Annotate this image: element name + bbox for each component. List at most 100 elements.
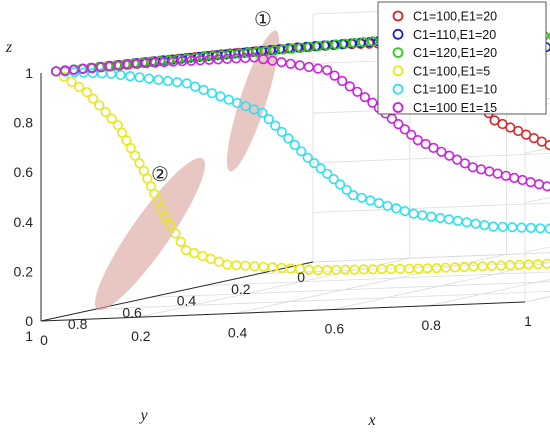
z-tick-label: 1 xyxy=(25,65,33,81)
data-point xyxy=(115,69,126,81)
grid-line xyxy=(312,252,550,263)
data-point xyxy=(507,222,518,233)
data-point xyxy=(312,63,324,74)
y-tick-label: 0.6 xyxy=(122,304,142,320)
data-point xyxy=(468,261,479,272)
grid-line xyxy=(258,261,550,275)
grid-line xyxy=(137,257,410,318)
highlight-region-1 xyxy=(227,30,279,172)
data-point xyxy=(322,168,333,179)
z-tick-label: 0 xyxy=(25,313,33,329)
data-point xyxy=(517,174,528,186)
data-point xyxy=(296,146,307,157)
data-point xyxy=(189,248,200,259)
data-point xyxy=(505,260,516,271)
data-point xyxy=(263,114,274,125)
legend: C1=100,E1=20 C1=110,E1=20 C1=120,E1=20 C1=1… xyxy=(377,1,547,115)
chart-series xyxy=(50,27,550,276)
data-point xyxy=(116,127,128,138)
data-point xyxy=(443,214,455,225)
x-tick-label: 1 xyxy=(524,313,532,329)
data-point xyxy=(276,57,287,68)
data-point xyxy=(294,60,305,71)
z-tick-label: 0.4 xyxy=(14,214,34,230)
grid-line xyxy=(312,153,550,164)
data-point xyxy=(153,74,164,85)
data-point xyxy=(143,73,155,84)
data-point xyxy=(106,113,117,124)
data-point xyxy=(348,190,359,201)
data-point xyxy=(125,71,136,82)
data-point xyxy=(303,264,315,275)
legend-label-5: C1=100 E1=10 xyxy=(413,83,497,97)
data-point xyxy=(74,81,85,93)
data-point xyxy=(412,135,423,146)
data-point xyxy=(258,261,269,272)
legend-label-6: C1=100 E1=15 xyxy=(413,101,497,115)
data-point xyxy=(66,76,77,87)
data-point xyxy=(428,142,439,153)
data-point xyxy=(495,260,507,271)
data-point xyxy=(134,72,145,83)
data-point xyxy=(331,264,342,275)
data-point xyxy=(535,223,546,234)
x-axis-line xyxy=(40,301,526,322)
data-point xyxy=(467,162,478,173)
data-point xyxy=(436,146,447,157)
x-tick-label: 0 xyxy=(40,332,48,348)
data-point xyxy=(541,258,550,269)
data-point xyxy=(431,263,442,274)
highlight-region-2 xyxy=(94,157,206,311)
y-axis-line xyxy=(40,261,314,322)
data-point xyxy=(205,253,216,264)
z-axis-label: z xyxy=(5,39,13,56)
data-point xyxy=(249,261,260,272)
data-point xyxy=(231,260,242,271)
data-point xyxy=(340,264,351,275)
data-point xyxy=(206,88,218,99)
grid-line xyxy=(312,252,550,263)
data-point xyxy=(303,61,315,73)
data-point xyxy=(404,263,415,274)
data-point xyxy=(315,163,326,174)
data-point xyxy=(395,263,406,275)
data-point xyxy=(476,164,487,175)
grid-line xyxy=(312,202,550,213)
data-point xyxy=(232,97,243,109)
x-tick-label: 0.6 xyxy=(325,321,345,337)
y-tick-label: 0.4 xyxy=(177,293,197,309)
y-tick-label: 0.8 xyxy=(68,316,88,332)
data-point xyxy=(484,166,495,177)
data-point xyxy=(159,211,171,222)
legend-marker-5 xyxy=(392,83,404,95)
data-point xyxy=(516,222,527,233)
series-6 xyxy=(50,52,550,192)
data-point xyxy=(87,93,99,104)
data-point xyxy=(257,107,268,118)
data-point xyxy=(170,228,181,239)
data-point xyxy=(106,68,117,79)
grid-line xyxy=(331,261,550,310)
data-point xyxy=(393,118,404,130)
data-point xyxy=(312,265,324,276)
data-point xyxy=(213,256,225,267)
annotation-1: ① xyxy=(254,7,272,31)
annotation-2: ② xyxy=(151,162,169,186)
legend-label-4: C1=100,E1=5 xyxy=(413,64,490,78)
data-point xyxy=(444,150,455,161)
data-point xyxy=(542,181,550,192)
data-point xyxy=(100,106,111,118)
legend-marker-1 xyxy=(392,10,404,22)
data-point xyxy=(525,177,536,188)
data-point xyxy=(302,152,313,163)
y-tick-label: 0.2 xyxy=(231,281,251,297)
data-point xyxy=(365,195,376,206)
data-point xyxy=(509,172,520,183)
data-point xyxy=(276,126,287,138)
data-point xyxy=(240,101,251,112)
data-point xyxy=(373,198,385,209)
data-point xyxy=(523,259,534,270)
data-point xyxy=(125,143,136,154)
data-point xyxy=(222,259,233,270)
